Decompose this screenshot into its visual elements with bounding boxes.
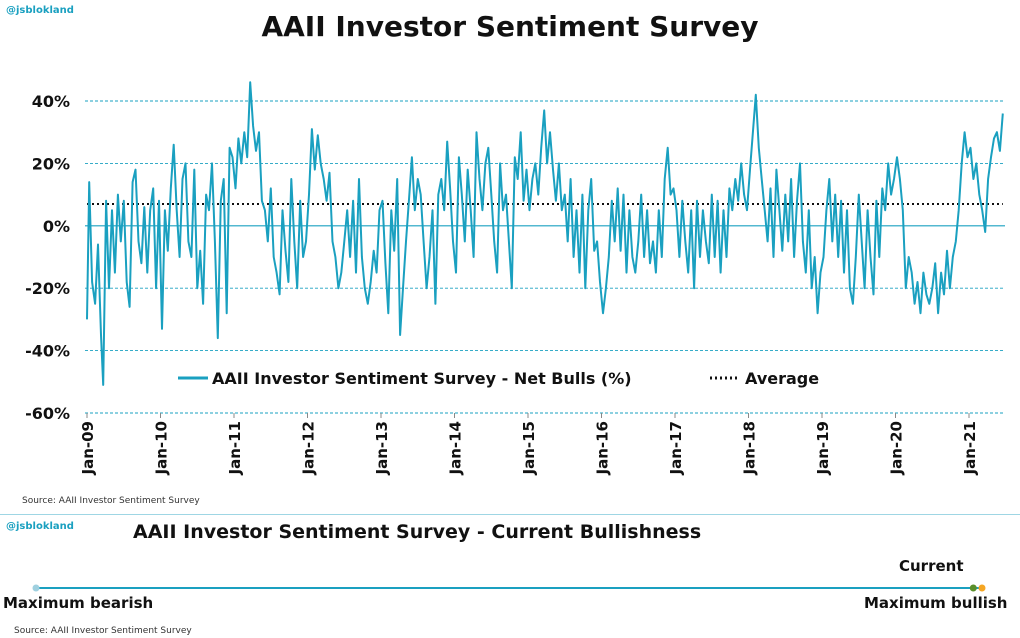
- line-chart: 40%20%0%-20%-40%-60% Jan-09 Jan-10 Jan-11 J…: [25, 81, 1005, 475]
- x-tick-label: Jan-20: [888, 421, 906, 475]
- x-tick-label: Jan-11: [226, 421, 244, 475]
- panel-divider: [0, 514, 1020, 515]
- series-net-bulls-line: [86, 81, 1004, 386]
- bullishness-gauge: [32, 584, 986, 592]
- x-tick-label: Jan-13: [373, 421, 391, 475]
- y-tick-label: 0%: [43, 217, 70, 236]
- gauge-source: Source: AAII Investor Sentiment Survey: [14, 626, 192, 636]
- gauge-title: AAII Investor Sentiment Survey - Current…: [133, 521, 702, 543]
- gauge-current-label: Current: [899, 557, 964, 575]
- x-tick-label: Jan-09: [79, 421, 97, 475]
- gauge-max-marker: [978, 584, 986, 592]
- y-tick-label: -40%: [25, 342, 70, 361]
- grid-layer: [85, 100, 1005, 414]
- legend: AAII Investor Sentiment Survey - Net Bul…: [178, 369, 819, 388]
- chart-source: Source: AAII Investor Sentiment Survey: [22, 496, 200, 506]
- x-tick-label: Jan-10: [153, 421, 171, 475]
- x-tick-label: Jan-17: [667, 421, 685, 475]
- y-tick-label: 20%: [32, 154, 70, 173]
- x-tick-label: Jan-21: [961, 421, 979, 475]
- gauge-min-marker: [32, 584, 40, 592]
- legend-label-net-bulls: AAII Investor Sentiment Survey - Net Bul…: [212, 369, 632, 388]
- legend-label-average: Average: [745, 369, 819, 388]
- x-tick-label: Jan-12: [300, 421, 318, 475]
- y-tick-label: -20%: [25, 279, 70, 298]
- author-handle-bottom: @jsblokland: [6, 521, 74, 532]
- x-tick-label: Jan-14: [447, 421, 465, 475]
- x-tick-label: Jan-18: [741, 421, 759, 475]
- x-axis: Jan-09 Jan-10 Jan-11 Jan-12 Jan-13 Jan-14 Jan-…: [79, 413, 979, 475]
- chart-title: AAII Investor Sentiment Survey: [261, 10, 759, 43]
- x-tick-label: Jan-15: [520, 421, 538, 475]
- author-handle: @jsblokland: [6, 5, 74, 16]
- y-axis: 40% 20% 0% -20% -40% -60%: [25, 92, 70, 423]
- x-tick-label: Jan-16: [594, 421, 612, 475]
- y-tick-label: -60%: [25, 404, 70, 423]
- gauge-min-label: Maximum bearish: [3, 594, 154, 612]
- gauge-current-marker: [969, 584, 977, 592]
- gauge-max-label: Maximum bullish: [864, 594, 1008, 612]
- y-tick-label: 40%: [32, 92, 70, 111]
- x-tick-label: Jan-19: [814, 421, 832, 475]
